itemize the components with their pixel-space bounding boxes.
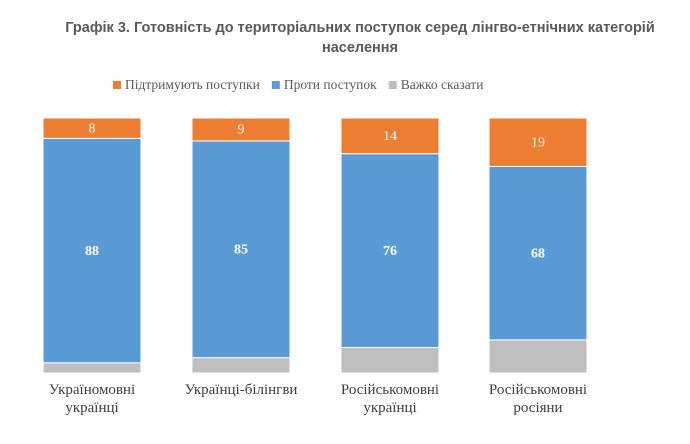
data-label: 85 xyxy=(234,243,248,258)
x-tick-label: Російськомовні українці xyxy=(340,382,440,416)
bar-segment xyxy=(340,117,440,155)
data-label: 14 xyxy=(383,129,397,144)
chart-title: Графік 3. Готовність до територіальних п… xyxy=(65,20,655,56)
legend-swatch xyxy=(113,81,121,89)
bar-segment xyxy=(42,362,142,374)
legend-swatch xyxy=(388,81,397,89)
bar-segment xyxy=(340,347,440,374)
x-tick-label: Україномовні українці xyxy=(48,382,136,416)
legend-swatch xyxy=(271,81,280,89)
data-label: 9 xyxy=(238,123,245,138)
bar-segment xyxy=(191,117,291,142)
bar-segment xyxy=(340,153,440,348)
x-tick-label: Російськомовні росіяни xyxy=(488,382,588,416)
bar-segment xyxy=(42,117,142,139)
bar-segment xyxy=(488,165,588,341)
legend-label: Підтримують поступки xyxy=(125,77,260,92)
data-label: 19 xyxy=(531,135,545,150)
data-label: 8 xyxy=(89,121,96,136)
bar-segment xyxy=(42,137,142,364)
data-label: 88 xyxy=(85,244,99,259)
bar-segment xyxy=(191,357,291,374)
bar-segment xyxy=(488,117,588,167)
legend-label: Проти поступок xyxy=(284,77,377,92)
data-label: 76 xyxy=(383,244,397,259)
x-tick-label: Українці-білінгви xyxy=(184,382,298,398)
data-label: 68 xyxy=(531,246,545,261)
legend-label: Важко сказати xyxy=(401,77,484,92)
bar-segment xyxy=(488,339,588,374)
